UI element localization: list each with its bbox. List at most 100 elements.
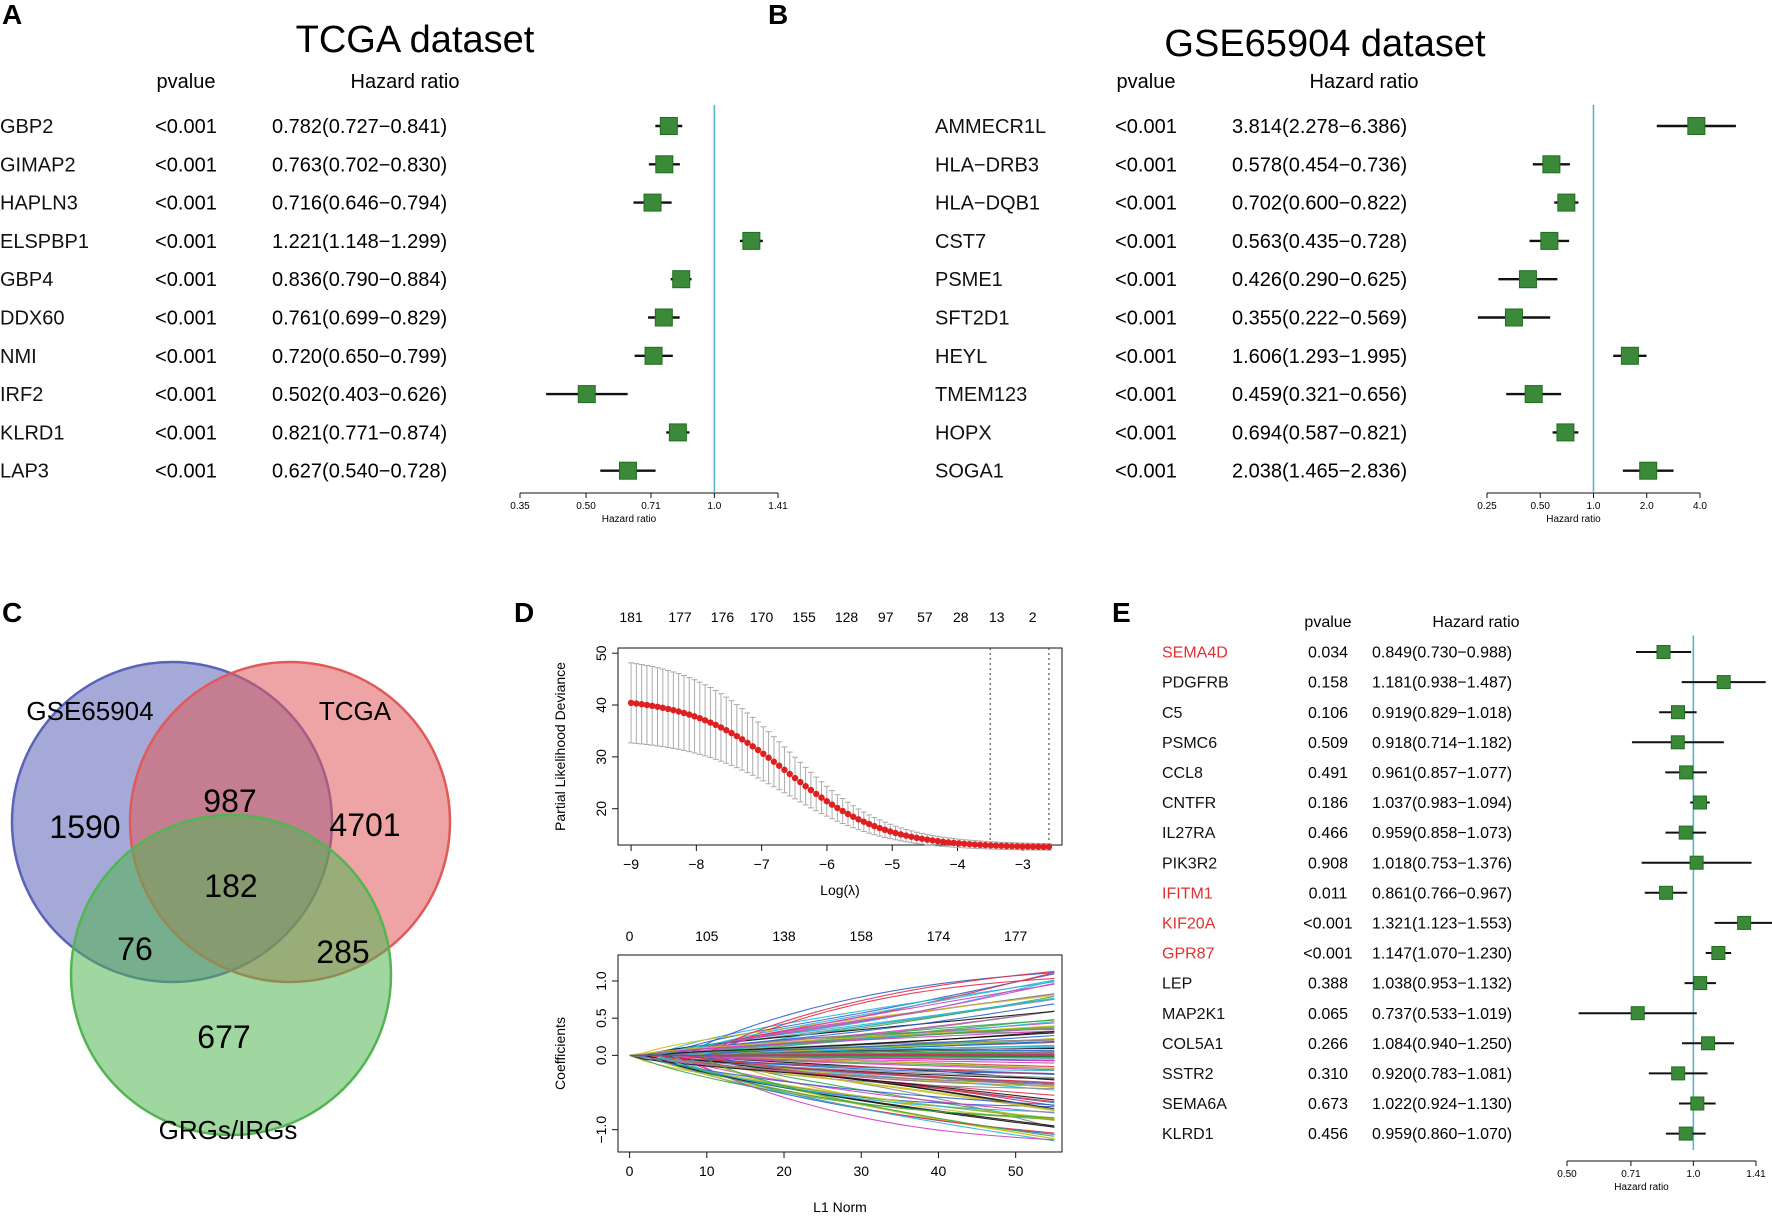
top-count-label: 158 <box>850 928 874 944</box>
top-count-label: 176 <box>711 609 735 625</box>
plot-title: TCGA dataset <box>296 19 535 61</box>
gene-label: SOGA1 <box>935 461 1004 483</box>
hazard-ratio-cell: 0.918(0.714−1.182) <box>1372 735 1512 752</box>
hr-point <box>577 385 596 404</box>
coefficient-path <box>629 1025 1055 1056</box>
hr-point <box>1678 1126 1693 1141</box>
hazard-ratio-cell: 0.763(0.702−0.830) <box>272 154 447 176</box>
coefficient-path <box>629 1054 1055 1084</box>
cv-point <box>850 813 857 820</box>
hr-point <box>643 193 662 212</box>
cv-point <box>812 790 820 798</box>
cv-point <box>744 739 751 746</box>
venn-count-all: 182 <box>204 868 257 904</box>
cv-point <box>686 711 693 718</box>
coefficient-path <box>629 1054 1055 1107</box>
coefficient-path <box>629 1030 1055 1056</box>
y-tick-label: −1.0 <box>593 1116 609 1144</box>
hazard-ratio-cell: 0.959(0.860−1.070) <box>1372 1126 1512 1143</box>
hr-point <box>668 423 687 442</box>
top-count-label: 181 <box>619 609 643 625</box>
pvalue-cell: <0.001 <box>1115 154 1177 176</box>
pvalue-cell: <0.001 <box>1115 461 1177 483</box>
x-tick-label: 0.71 <box>641 501 661 512</box>
gene-label: IL27RA <box>1162 825 1216 842</box>
hazard-ratio-cell: 0.426(0.290−0.625) <box>1232 269 1407 291</box>
cv-point <box>823 797 830 805</box>
hr-point <box>1737 915 1752 930</box>
cv-point <box>1014 843 1021 850</box>
pvalue-cell: <0.001 <box>1115 422 1177 444</box>
coefficient-path <box>629 1054 1055 1113</box>
cv-point <box>950 839 957 847</box>
x-axis-label: Hazard ratio <box>1546 514 1601 525</box>
coefficient-path <box>629 994 1055 1056</box>
hr-point <box>1711 946 1726 960</box>
pvalue-cell: 0.034 <box>1308 645 1348 662</box>
hr-point <box>1540 231 1559 250</box>
hazard-ratio-cell: 0.782(0.727−0.841) <box>272 116 447 138</box>
pvalue-cell: <0.001 <box>155 384 217 406</box>
cv-point <box>934 837 942 845</box>
gene-label: LAP3 <box>0 461 49 483</box>
column-header-pvalue: pvalue <box>157 71 216 93</box>
x-tick-label: 0.50 <box>1557 1169 1577 1180</box>
hr-point <box>1690 1096 1705 1111</box>
cv-point <box>834 804 841 812</box>
cv-point <box>691 713 698 720</box>
lasso-coefficient-plot: 0 10 20 30 40 50 −1.0 0.0 0.5 1.0 0 105 138 158 174 177… <box>552 928 1063 1215</box>
x-tick-label: −3 <box>1015 856 1031 872</box>
cv-point <box>966 840 973 848</box>
venn-label-grgs-irgs: GRGs/IRGs <box>159 1115 298 1145</box>
hazard-ratio-cell: 0.737(0.533−1.019) <box>1372 1006 1512 1023</box>
x-axis-label: L1 Norm <box>813 1199 867 1215</box>
cv-point <box>797 778 804 786</box>
hazard-ratio-cell: 0.861(0.766−0.967) <box>1372 885 1512 902</box>
cv-point <box>775 762 783 769</box>
top-count-label: 170 <box>750 609 774 625</box>
cv-point <box>876 824 883 832</box>
venn-count-tcga-only: 4701 <box>329 807 400 843</box>
cv-point <box>712 721 719 729</box>
gene-label: CNTFR <box>1162 795 1216 812</box>
gene-label: GPR87 <box>1162 946 1215 963</box>
hazard-ratio-cell: 1.321(1.123−1.553) <box>1372 916 1512 933</box>
column-header-hazard-ratio: Hazard ratio <box>1432 614 1519 631</box>
lasso-cv-plot: −9 −8 −7 −6 −5 −4 −3 20 30 40 50 181 177 176 170 155 128… <box>552 609 1063 898</box>
gene-label: AMMECR1L <box>935 116 1046 138</box>
hr-point <box>1670 735 1685 750</box>
hr-point <box>1557 193 1576 212</box>
pvalue-cell: 0.186 <box>1308 795 1348 812</box>
venn-count-gse-grg: 76 <box>117 931 153 967</box>
cv-point <box>802 782 809 790</box>
cv-point <box>918 835 926 842</box>
hazard-ratio-cell: 0.716(0.646−0.794) <box>272 193 447 215</box>
top-count-label: 128 <box>835 609 859 625</box>
cv-point <box>939 838 947 845</box>
gene-label: CCL8 <box>1162 765 1203 782</box>
x-tick-label: 40 <box>931 1163 947 1179</box>
x-tick-label: 2.0 <box>1640 501 1654 512</box>
hr-point <box>1542 155 1561 174</box>
plot-title: GSE65904 dataset <box>1164 23 1486 65</box>
hr-point <box>1504 308 1523 327</box>
pvalue-cell: 0.509 <box>1308 735 1348 752</box>
y-axis-label: Coefficients <box>552 1017 568 1090</box>
gene-label: LEP <box>1162 976 1192 993</box>
cv-point <box>998 842 1005 849</box>
gene-label: CST7 <box>935 231 986 253</box>
top-count-label: 174 <box>927 928 951 944</box>
hazard-ratio-cell: 0.627(0.540−0.728) <box>272 461 447 483</box>
hr-point <box>1670 705 1685 720</box>
hr-point <box>1679 765 1694 780</box>
pvalue-cell: <0.001 <box>155 422 217 444</box>
venn-count-tcga-grg: 285 <box>316 934 369 970</box>
gene-label: SEMA6A <box>1162 1096 1227 1113</box>
x-tick-label: 50 <box>1008 1163 1024 1179</box>
cv-point <box>659 704 666 712</box>
panel-label-c: C <box>2 597 22 628</box>
pvalue-cell: <0.001 <box>1115 193 1177 215</box>
gene-label: COL5A1 <box>1162 1036 1223 1053</box>
x-tick-label: 4.0 <box>1693 501 1707 512</box>
panel-label-e: E <box>1112 597 1131 628</box>
